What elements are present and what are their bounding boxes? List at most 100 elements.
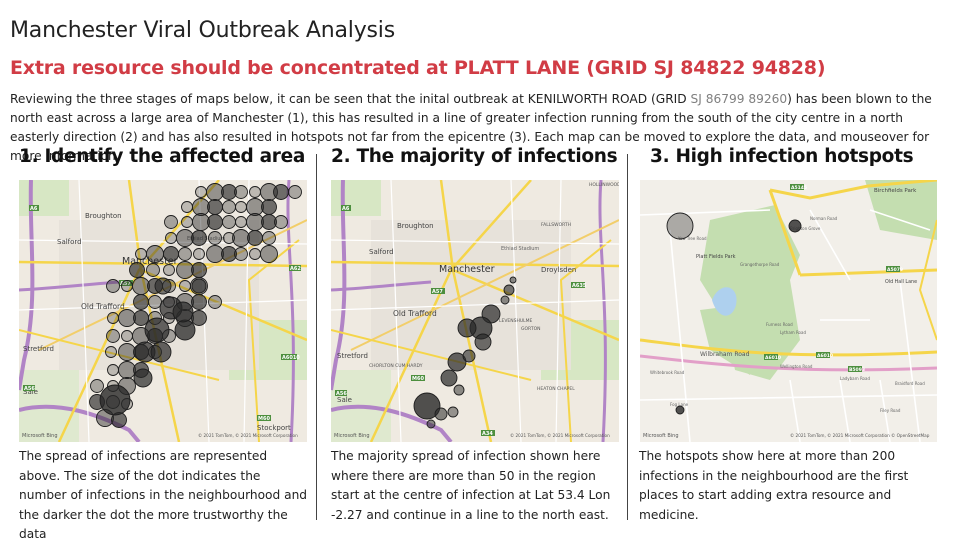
infection-bubble[interactable] [193,248,205,260]
intro-text-1: Reviewing the three stages of maps below… [10,92,691,106]
infection-bubble[interactable] [146,245,164,263]
panel-3-map-svg[interactable]: Birchfields Park Platt Fields Park Old H… [640,180,937,442]
infection-bubble[interactable] [195,186,207,198]
infection-bubble[interactable] [181,201,193,213]
infection-bubble[interactable] [462,349,476,363]
infection-bubble[interactable] [191,262,207,278]
infection-bubble[interactable] [234,185,248,199]
infection-bubble[interactable] [176,261,194,279]
infection-bubble[interactable] [234,247,248,261]
infection-bubble[interactable] [144,317,170,343]
infection-bubble[interactable] [90,379,104,393]
infection-bubble[interactable] [154,277,172,295]
panel-2-map[interactable]: Broughton Salford Manchester Droylsden O… [331,180,619,442]
infection-bubble[interactable] [176,229,194,247]
infection-bubble[interactable] [164,215,178,229]
infection-bubble[interactable] [105,346,117,358]
infection-bubble[interactable] [249,248,261,260]
infection-bubble[interactable] [133,368,153,388]
infection-bubble[interactable] [191,294,207,310]
infection-bubble[interactable] [178,247,192,261]
infection-bubble[interactable] [249,186,261,198]
infection-bubble[interactable] [174,319,196,341]
map-label: Lytham Road [780,330,806,335]
infection-bubble[interactable] [99,384,131,416]
infection-bubble[interactable] [447,352,467,372]
infection-bubble[interactable] [503,284,515,296]
infection-bubble[interactable] [106,329,120,343]
panel-3-map[interactable]: Birchfields Park Platt Fields Park Old H… [640,180,937,442]
infection-bubble[interactable] [221,184,237,200]
infection-bubble[interactable] [191,230,207,246]
infection-bubble[interactable] [133,310,149,326]
infection-bubble[interactable] [221,246,237,262]
infection-bubble[interactable] [500,295,510,305]
infection-bubble[interactable] [207,214,223,230]
infection-bubble[interactable] [106,279,120,293]
infection-bubble[interactable] [457,318,477,338]
infection-bubble[interactable] [274,215,288,229]
infection-bubble[interactable] [247,230,263,246]
infection-bubble[interactable] [107,364,119,376]
infection-bubble[interactable] [181,216,193,228]
infection-bubble[interactable] [121,280,133,292]
infection-bubble[interactable] [222,215,236,229]
infection-bubble[interactable] [246,213,264,231]
infection-bubble[interactable] [146,263,160,277]
infection-bubble[interactable] [288,185,302,199]
infection-bubble[interactable] [246,198,264,216]
infection-bubble[interactable] [235,201,247,213]
infection-bubble[interactable] [179,280,191,292]
infection-bubble[interactable] [208,231,222,245]
infection-bubble[interactable] [426,419,436,429]
infection-bubble[interactable] [222,200,236,214]
panel-1-map[interactable]: Broughton Salford Manchester Old Traffor… [19,180,307,442]
infection-bubble[interactable] [163,264,175,276]
panel-2-bubble-layer[interactable] [413,276,517,429]
infection-bubble[interactable] [192,213,210,231]
infection-bubble[interactable] [107,312,119,324]
infection-bubble[interactable] [273,184,289,200]
panel-1-map-svg[interactable]: Broughton Salford Manchester Old Traffor… [19,180,307,442]
infection-bubble[interactable] [666,212,694,240]
infection-bubble[interactable] [207,199,223,215]
infection-bubble[interactable] [261,214,277,230]
panel-2-map-svg[interactable]: Broughton Salford Manchester Droylsden O… [331,180,619,442]
infection-bubble[interactable] [206,183,224,201]
infection-bubble[interactable] [675,405,685,415]
infection-bubble[interactable] [191,278,207,294]
infection-bubble[interactable] [262,231,276,245]
infection-bubble[interactable] [135,248,147,260]
infection-bubble[interactable] [447,406,459,418]
infection-bubble[interactable] [191,310,207,326]
panel-3-bubble-layer[interactable] [666,212,802,415]
infection-bubble[interactable] [509,276,517,284]
infection-bubble[interactable] [150,341,172,363]
infection-bubble[interactable] [208,295,222,309]
infection-bubble[interactable] [232,229,250,247]
infection-bubble[interactable] [129,262,145,278]
infection-bubble[interactable] [148,295,162,309]
infection-bubble[interactable] [453,384,465,396]
infection-bubble[interactable] [261,199,277,215]
infection-bubble[interactable] [118,343,136,361]
infection-bubble[interactable] [132,277,150,295]
infection-bubble[interactable] [235,216,247,228]
infection-bubble[interactable] [474,333,492,351]
infection-bubble[interactable] [118,361,136,379]
infection-bubble[interactable] [121,330,133,342]
infection-bubble[interactable] [118,309,136,327]
infection-bubble[interactable] [434,407,448,421]
infection-bubble[interactable] [206,245,224,263]
infection-bubble[interactable] [413,392,441,420]
infection-bubble[interactable] [223,232,235,244]
infection-bubble[interactable] [192,198,210,216]
infection-bubble[interactable] [172,301,194,323]
infection-bubble[interactable] [165,232,177,244]
infection-bubble[interactable] [163,246,179,262]
infection-bubble[interactable] [133,294,149,310]
infection-bubble[interactable] [440,369,458,387]
panel-1-bubble-layer[interactable] [89,183,302,428]
infection-bubble[interactable] [788,219,802,233]
infection-bubble[interactable] [260,245,278,263]
